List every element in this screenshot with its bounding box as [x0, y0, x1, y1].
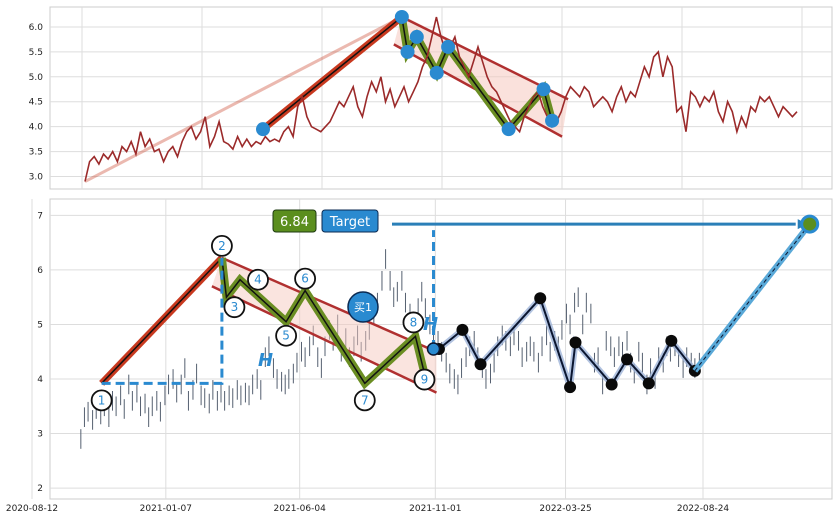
projection-point — [642, 377, 655, 390]
pivot-label-ring — [353, 389, 376, 412]
height-dashed-left — [101, 257, 224, 385]
bottom-y-tick-label: 5 — [37, 320, 43, 330]
projection-point — [621, 353, 634, 366]
pivot-label: 9 — [421, 373, 429, 387]
bottom-projection — [426, 214, 820, 394]
buy-marker — [347, 291, 379, 323]
bottom-y-tick-label: 7 — [37, 211, 43, 221]
top-pivot-marker — [400, 44, 415, 59]
target-value-badge — [272, 209, 317, 233]
top-y-tick-label: 6.0 — [29, 23, 44, 33]
top-pivot-marker — [394, 9, 409, 24]
bottom-x-tick-label: 2021-06-04 — [274, 504, 327, 514]
projection-point — [474, 358, 487, 371]
buy-label: 买1 — [354, 301, 372, 314]
bottom-y-tick-label: 3 — [37, 430, 43, 440]
target-annotation: 6.84 Target 买1 H H — [258, 209, 438, 371]
top-pivot-marker — [501, 122, 516, 137]
top-y-tick-label: 3.0 — [29, 173, 44, 183]
target-point — [800, 214, 820, 234]
pivot-label-ring — [275, 324, 298, 347]
bottom-x-tick-label: 2022-03-25 — [539, 504, 591, 514]
bottom-x-tick-label: 2021-11-01 — [409, 504, 461, 514]
height-label-right: H — [423, 314, 438, 335]
top-y-tick-label: 4.0 — [29, 123, 44, 133]
pivot-label-ring — [90, 389, 113, 412]
height-label-left: H — [258, 350, 273, 371]
pivot-label-ring — [413, 368, 436, 391]
pivot-label: 2 — [218, 239, 226, 253]
pivot-label-ring — [211, 235, 233, 257]
bottom-labels: 1 2 3 4 5 6 7 8 9 — [90, 235, 436, 412]
projection-point — [605, 378, 618, 391]
pivot-label: 8 — [410, 315, 418, 329]
target-value-text: 6.84 — [280, 215, 309, 230]
projection-point — [564, 381, 577, 394]
top-long-trend — [84, 15, 403, 183]
projection-point — [569, 336, 582, 349]
top-pivot-marker — [441, 39, 456, 54]
bottom-x-tick-label: 2020-08-12 — [6, 504, 58, 514]
top-pivot-marker — [409, 29, 424, 44]
pivot-label-ring — [402, 311, 425, 334]
top-price-line — [84, 16, 798, 182]
bottom-impulse-core — [101, 257, 223, 384]
top-pivot-marker — [545, 113, 560, 128]
pivot-label: 5 — [282, 329, 290, 343]
bottom-x-tick-label: 2021-01-07 — [140, 504, 192, 514]
target-leg-core — [694, 223, 811, 372]
breakout-marker — [426, 342, 441, 356]
top-y-tick-label: 4.5 — [29, 98, 43, 108]
projection-point — [456, 323, 469, 336]
bottom-channel-lower — [211, 285, 438, 394]
top-y-tick-label: 5.5 — [29, 48, 43, 58]
bottom-y-tick-label: 2 — [37, 484, 43, 494]
pivot-label: 4 — [254, 273, 262, 287]
pivot-label-ring — [294, 267, 317, 290]
projection-point — [665, 334, 678, 347]
top-grid — [50, 7, 832, 189]
bottom-y-tick-label: 6 — [37, 266, 43, 276]
top-pivot-marker — [536, 82, 551, 97]
top-markers — [256, 9, 560, 137]
bottom-y-tick-label: 4 — [37, 375, 43, 385]
pivot-label: 1 — [98, 393, 106, 407]
top-y-ticks: 3.0 3.5 4.0 4.5 5.0 5.5 6.0 — [29, 23, 44, 183]
pivot-label: 6 — [301, 272, 309, 286]
target-label-text: Target — [329, 215, 370, 230]
top-y-tick-label: 3.5 — [29, 148, 43, 158]
target-label-badge — [321, 209, 379, 233]
pivot-label-ring — [223, 296, 246, 319]
pivot-label-ring — [247, 268, 269, 291]
pivot-label: 7 — [361, 393, 369, 407]
projection-point — [534, 292, 547, 305]
bottom-x-ticks: 2020-08-12 2021-01-07 2021-06-04 2021-11-01… — [6, 504, 730, 514]
top-y-tick-label: 5.0 — [29, 73, 44, 83]
top-impulse-core — [262, 16, 403, 130]
top-pivot-marker — [429, 65, 444, 80]
bottom-y-ticks: 2 3 4 5 6 7 — [37, 211, 43, 494]
top-pivot-marker — [256, 122, 270, 137]
bottom-wave-core — [221, 257, 426, 385]
bottom-x-tick-label: 2022-08-24 — [677, 504, 730, 514]
pivot-label: 3 — [231, 300, 239, 314]
